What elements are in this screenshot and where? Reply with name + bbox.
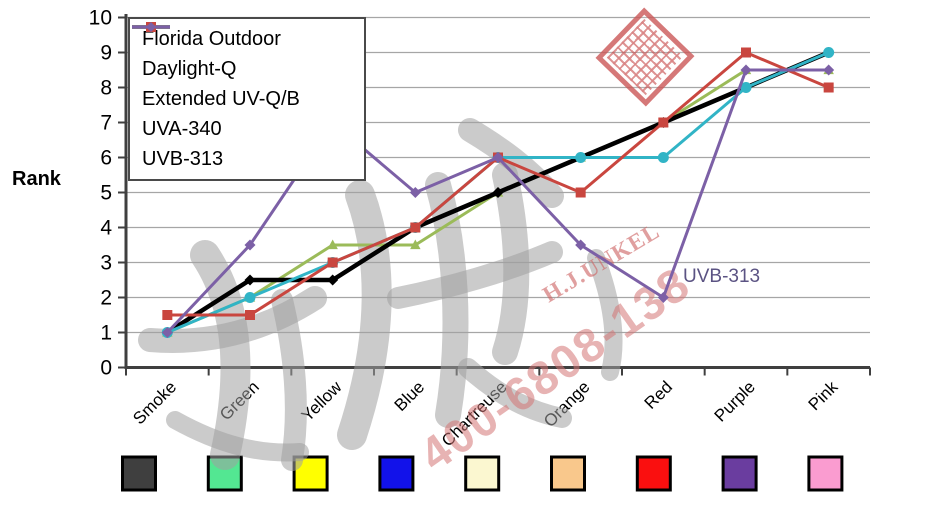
legend-label: Extended UV-Q/B [142, 87, 300, 110]
x-tick-label: Pink [805, 377, 842, 414]
y-tick-label: 7 [100, 112, 112, 135]
legend-marker-icon [132, 22, 170, 32]
data-point-marker-square [823, 82, 834, 93]
data-point-marker-diamond [740, 64, 752, 76]
data-point-marker-diamond [409, 187, 421, 198]
data-point-marker-diamond [492, 152, 504, 163]
legend-item-uvb-313: UVB-313 [132, 22, 364, 174]
data-point-marker-triangle [740, 64, 752, 75]
category-color-swatch [807, 455, 844, 492]
data-point-marker-diamond [161, 327, 173, 338]
data-point-marker-square [162, 310, 173, 320]
legend-item-extended-uv-q-b: Extended UV-Q/B [132, 22, 364, 114]
data-point-marker-square [493, 152, 503, 163]
legend-label: UVB-313 [142, 147, 224, 170]
seal-script-pattern [606, 18, 684, 96]
data-point-marker-circle [657, 152, 669, 163]
data-point-marker-diamond [823, 47, 835, 58]
y-tick-label: 3 [100, 252, 112, 275]
data-point-marker-circle [409, 222, 421, 233]
data-point-marker-circle [327, 257, 339, 268]
legend-label: Florida Outdoor [142, 27, 281, 50]
data-point-marker-circle [823, 47, 835, 58]
data-point-marker-diamond [740, 82, 752, 93]
data-point-marker-square [245, 310, 255, 320]
data-point-marker-diamond [146, 22, 156, 32]
legend-label: Daylight-Q [142, 57, 237, 80]
data-point-marker-triangle [244, 292, 256, 302]
x-tick-label: Green [216, 377, 263, 424]
data-point-marker-square [575, 187, 586, 198]
category-color-swatch [464, 455, 501, 492]
y-tick-label: 4 [100, 217, 112, 240]
chart-legend: Florida Outdoor Daylight-Q Extended UV-Q/B… [128, 17, 366, 181]
data-point-marker-circle [575, 152, 587, 163]
legend-item-florida-outdoor: Florida Outdoor [132, 22, 364, 54]
y-tick-label: 2 [100, 287, 112, 310]
legend-item-daylight-q: Daylight-Q [132, 22, 364, 84]
y-axis-title: Rank [12, 168, 61, 190]
data-point-marker-triangle [575, 152, 586, 162]
data-point-marker-circle [492, 152, 504, 163]
x-tick-label: Blue [391, 377, 428, 414]
x-tick-label: Red [641, 377, 676, 412]
data-point-marker-diamond [161, 327, 173, 338]
data-point-marker-diamond [327, 274, 339, 286]
category-color-swatch [121, 455, 157, 492]
data-point-marker-circle [740, 82, 752, 93]
data-point-marker-circle [161, 327, 173, 338]
data-point-marker-diamond [575, 239, 587, 251]
legend-label: UVA-340 [142, 117, 222, 140]
data-point-marker-triangle [327, 239, 338, 250]
y-tick-label: 9 [100, 42, 112, 65]
data-point-marker-diamond [657, 117, 669, 128]
category-color-swatch [378, 455, 415, 492]
category-color-swatch [292, 455, 329, 492]
data-point-marker-diamond [575, 152, 587, 163]
y-tick-label: 8 [100, 77, 112, 100]
data-point-marker-square [410, 222, 421, 233]
data-point-marker-square [327, 257, 338, 268]
y-tick-label: 5 [100, 182, 112, 205]
x-tick-label: Yellow [298, 377, 346, 425]
legend-item-uva-340: UVA-340 [132, 22, 364, 144]
category-color-swatch [550, 455, 586, 492]
category-color-swatch [635, 455, 672, 492]
y-tick-label: 0 [100, 357, 112, 380]
red-seal-stamp-icon [595, 7, 695, 107]
data-point-marker-triangle [823, 64, 834, 75]
y-tick-label: 10 [89, 7, 112, 30]
data-point-marker-triangle [492, 187, 504, 197]
data-point-marker-square [741, 47, 751, 58]
y-tick-label: 6 [100, 147, 112, 170]
data-point-marker-square [658, 117, 669, 128]
y-tick-label: 1 [100, 322, 112, 345]
x-tick-label: Smoke [129, 377, 180, 428]
data-point-marker-circle [244, 292, 256, 303]
data-point-marker-diamond [244, 239, 256, 251]
uvb-313-annotation: UVB-313 [683, 266, 761, 287]
data-point-marker-diamond [492, 187, 504, 198]
data-point-marker-diamond [409, 222, 421, 233]
data-point-marker-diamond [244, 274, 256, 286]
data-point-marker-triangle [162, 327, 173, 337]
data-point-marker-diamond [823, 64, 835, 76]
category-color-swatch [721, 455, 758, 492]
x-tick-label: Purple [711, 377, 759, 425]
data-point-marker-triangle [410, 239, 421, 250]
category-color-swatch [206, 455, 243, 492]
data-point-marker-triangle [658, 117, 669, 127]
